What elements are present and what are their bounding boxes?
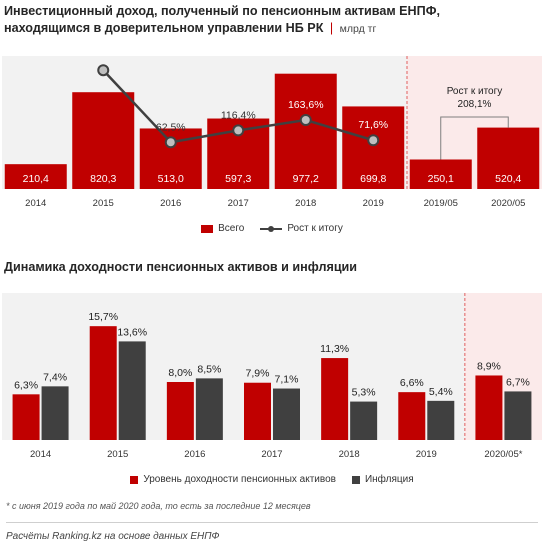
bar-label-inflation-2019: 5,4% bbox=[429, 386, 453, 398]
bar-label-return-2020/05*: 8,9% bbox=[477, 360, 501, 372]
point-label-growth-2018: 163,6% bbox=[288, 99, 324, 111]
bar-label-inflation-2018: 5,3% bbox=[352, 387, 376, 399]
chart1-unit: млрд тг bbox=[339, 23, 377, 35]
legend-item-return: Уровень доходности пенсионных активов bbox=[130, 474, 336, 485]
x-tick-2020/05*: 2020/05* bbox=[484, 449, 522, 460]
chart2-plot-area: 6,3% 7,4% 2014 15,7% 13,6% 2015 8,0% 8,5% 2016 7,… bbox=[2, 293, 542, 463]
bar-inflation-2014 bbox=[41, 386, 69, 440]
legend-swatch-total bbox=[201, 224, 214, 233]
chart1-background bbox=[2, 56, 407, 189]
bar-label-return-2017: 7,9% bbox=[246, 368, 270, 380]
bar-return-2015 bbox=[89, 326, 117, 440]
x-tick-2015: 2015 bbox=[107, 449, 128, 460]
chart1-legend: Всего Рост к итогу bbox=[0, 223, 544, 234]
bar-label-return-2015: 15,7% bbox=[88, 311, 118, 323]
chart1-title-line1: Инвестиционный доход, полученный по пенс… bbox=[4, 4, 440, 18]
point-label-growth-2017: 116,4% bbox=[221, 109, 256, 121]
bar-label-return-2016: 8,0% bbox=[168, 367, 192, 379]
bar-label-inflation-2017: 7,1% bbox=[275, 374, 299, 386]
bar-label-inflation-2020/05*: 6,7% bbox=[506, 376, 530, 388]
point-growth-2017 bbox=[232, 124, 245, 137]
point-growth-2018 bbox=[299, 114, 312, 127]
bar-total-2020/05 bbox=[477, 127, 540, 189]
bar-label-total-2014: 210,4 bbox=[23, 173, 49, 185]
bar-label-total-2018: 977,2 bbox=[293, 173, 319, 185]
legend-swatch-return bbox=[130, 475, 139, 484]
x-tick-2019: 2019 bbox=[363, 198, 384, 209]
point-label-growth-2016: 62,5% bbox=[156, 121, 186, 133]
chart1-title-line2: находящимся в доверительном управлении Н… bbox=[4, 21, 324, 35]
bar-total-2015 bbox=[72, 92, 135, 189]
bar-return-2017 bbox=[244, 382, 271, 440]
bar-total-2014 bbox=[4, 164, 67, 189]
legend-item-growth: Рост к итогу bbox=[260, 223, 343, 234]
bar-label-inflation-2014: 7,4% bbox=[43, 371, 67, 383]
annotation-bracket bbox=[440, 116, 509, 160]
x-tick-2020/05: 2020/05 bbox=[491, 198, 525, 209]
bar-inflation-2020/05* bbox=[504, 391, 532, 440]
x-tick-2019: 2019 bbox=[416, 449, 437, 460]
annotation-value: 208,1% bbox=[458, 99, 492, 110]
bar-label-total-2016: 513,0 bbox=[158, 173, 184, 185]
x-tick-2014: 2014 bbox=[25, 198, 46, 209]
bar-total-2018 bbox=[274, 73, 337, 189]
x-tick-2018: 2018 bbox=[339, 449, 360, 460]
bar-return-2016 bbox=[166, 382, 194, 440]
bar-label-return-2019: 6,6% bbox=[400, 377, 424, 389]
x-tick-2015: 2015 bbox=[93, 198, 114, 209]
bar-label-total-2015: 820,3 bbox=[90, 173, 116, 185]
chart1-plot-area: 210,4 2014 820,3 2015 513,0 2016 597,3 2017 977,… bbox=[2, 43, 542, 214]
bar-inflation-2015 bbox=[118, 341, 146, 440]
legend-label-growth: Рост к итогу bbox=[287, 223, 343, 234]
bar-inflation-2018 bbox=[350, 401, 378, 440]
legend-item-inflation: Инфляция bbox=[351, 474, 414, 485]
x-tick-2014: 2014 bbox=[30, 449, 51, 460]
chart2-legend: Уровень доходности пенсионных активов Ин… bbox=[0, 474, 544, 485]
title-separator: | bbox=[329, 21, 334, 35]
x-tick-2019/05: 2019/05 bbox=[424, 198, 458, 209]
chart2-background bbox=[2, 293, 465, 440]
chart1-svg: 210,4 2014 820,3 2015 513,0 2016 597,3 2017 977,… bbox=[2, 43, 542, 209]
bar-return-2019 bbox=[398, 392, 426, 440]
bar-total-2019/05 bbox=[409, 159, 472, 189]
legend-item-total: Всего bbox=[201, 223, 244, 234]
bar-label-inflation-2015: 13,6% bbox=[117, 326, 147, 338]
chart1-title: Инвестиционный доход, полученный по пенс… bbox=[4, 3, 540, 38]
bar-return-2014 bbox=[12, 394, 40, 440]
chart2-svg: 6,3% 7,4% 2014 15,7% 13,6% 2015 8,0% 8,5% 2016 7,… bbox=[2, 293, 542, 460]
bar-label-total-2020/05: 520,4 bbox=[495, 173, 521, 185]
legend-label-return: Уровень доходности пенсионных активов bbox=[143, 474, 336, 485]
bar-total-2019 bbox=[342, 106, 405, 189]
bar-label-total-2017: 597,3 bbox=[225, 173, 251, 185]
legend-label-total: Всего bbox=[218, 223, 245, 234]
point-growth-2019 bbox=[367, 134, 380, 147]
bar-return-2018 bbox=[321, 358, 349, 440]
legend-swatch-growth bbox=[260, 225, 283, 232]
bar-inflation-2017 bbox=[273, 388, 300, 440]
x-tick-2017: 2017 bbox=[261, 449, 282, 460]
footnote: * с июня 2019 года по май 2020 года, то … bbox=[6, 501, 311, 511]
bar-label-total-2019: 699,8 bbox=[360, 173, 386, 185]
source-note: Расчёты Ranking.kz на основе данных ЕНПФ bbox=[6, 531, 220, 542]
bar-label-return-2014: 6,3% bbox=[14, 379, 38, 391]
bar-label-total-2019/05: 250,1 bbox=[428, 173, 454, 185]
x-tick-2017: 2017 bbox=[228, 198, 249, 209]
bar-label-inflation-2016: 8,5% bbox=[197, 363, 221, 375]
bar-label-return-2018: 11,3% bbox=[320, 343, 349, 355]
x-tick-2018: 2018 bbox=[295, 198, 316, 209]
point-growth-2016 bbox=[164, 136, 177, 149]
footer-divider bbox=[6, 522, 538, 523]
bar-return-2020/05* bbox=[475, 375, 503, 440]
bar-inflation-2016 bbox=[195, 378, 223, 440]
point-label-growth-2019: 71,6% bbox=[358, 119, 388, 131]
legend-swatch-inflation bbox=[351, 475, 360, 484]
legend-label-inflation: Инфляция bbox=[364, 474, 414, 485]
x-tick-2016: 2016 bbox=[160, 198, 181, 209]
bar-inflation-2019 bbox=[427, 400, 455, 440]
chart2-title: Динамика доходности пенсионных активов и… bbox=[4, 260, 358, 274]
point-growth-2015 bbox=[97, 64, 110, 77]
annotation-text: Рост к итогу bbox=[447, 86, 503, 97]
x-tick-2016: 2016 bbox=[184, 449, 205, 460]
